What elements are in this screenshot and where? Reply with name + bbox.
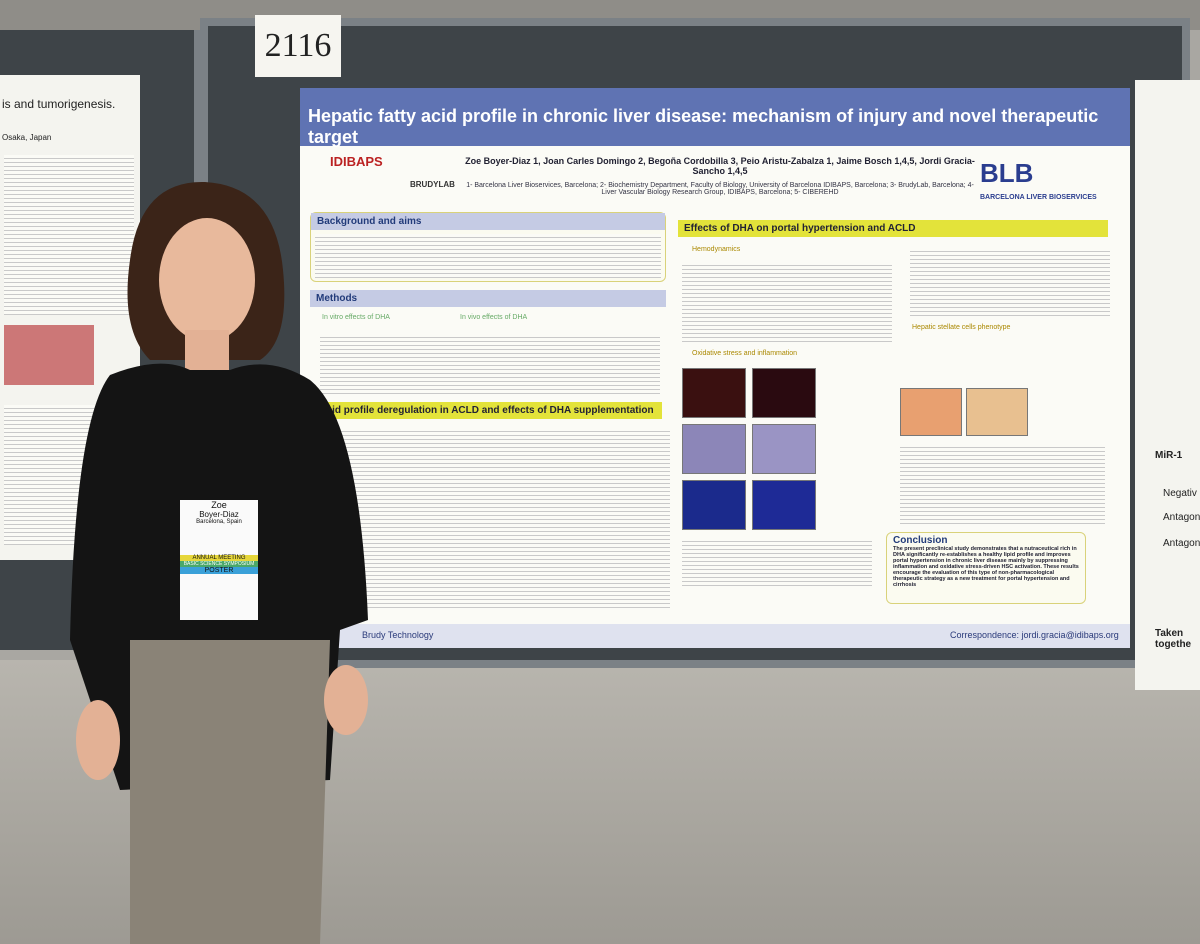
methods: Methods In vitro effects of DHA In vivo … bbox=[310, 290, 666, 394]
background-box: Background and aims bbox=[310, 212, 666, 282]
section-heading: Effects of DHA on portal hypertension an… bbox=[678, 220, 1108, 237]
micrograph bbox=[682, 424, 746, 474]
subheading: Oxidative stress and inflammation bbox=[692, 350, 798, 357]
correspondence: Correspondence: jordi.gracia@idibaps.org bbox=[950, 630, 1119, 640]
charts bbox=[900, 444, 1105, 524]
poster-affiliations: 1- Barcelona Liver Bioservices, Barcelon… bbox=[466, 182, 974, 196]
right-poster-text: Negativ bbox=[1163, 488, 1197, 499]
methods-diagram bbox=[320, 334, 660, 394]
board-number: 2116 bbox=[255, 15, 341, 77]
micrograph bbox=[900, 388, 962, 436]
micrograph bbox=[966, 388, 1028, 436]
hemodynamics-table bbox=[682, 262, 892, 342]
poster-title: Hepatic fatty acid profile in chronic li… bbox=[300, 88, 1130, 147]
poster: Hepatic fatty acid profile in chronic li… bbox=[300, 88, 1130, 648]
micrograph bbox=[752, 480, 816, 530]
section-text bbox=[315, 234, 661, 278]
micrograph bbox=[752, 424, 816, 474]
right-poster-text: Antagon bbox=[1163, 512, 1200, 523]
section-heading: Conclusion bbox=[893, 535, 948, 546]
tables bbox=[340, 428, 670, 608]
poster-authors: Zoe Boyer-Diaz 1, Joan Carles Domingo 2,… bbox=[465, 156, 975, 176]
trousers bbox=[130, 640, 330, 944]
badge-name: Zoe bbox=[211, 500, 227, 510]
right-poster-text: MiR-1 bbox=[1155, 450, 1183, 461]
right-poster-text: Taken togethe bbox=[1155, 628, 1192, 650]
right-poster: MiR-1 Negativ Antagon Antagon Taken toge… bbox=[1135, 80, 1200, 690]
charts bbox=[910, 248, 1110, 318]
section-heading: Methods bbox=[310, 290, 666, 307]
conclusion-text: The present preclinical study demonstrat… bbox=[893, 546, 1079, 588]
badge-surname: Boyer-Diaz bbox=[199, 510, 239, 519]
logo: BRUDYLAB bbox=[410, 180, 455, 189]
hand bbox=[76, 700, 120, 780]
footer-left: Brudy Technology bbox=[362, 630, 434, 640]
subheading: In vitro effects of DHA bbox=[322, 314, 390, 321]
logo: IDIBAPS bbox=[330, 154, 383, 169]
badge-ribbon: POSTER bbox=[180, 567, 258, 574]
charts bbox=[682, 538, 872, 588]
name-badge: Zoe Boyer-Diaz Barcelona, Spain ANNUAL M… bbox=[180, 500, 258, 620]
left-poster-image bbox=[4, 325, 94, 385]
right-poster-text: Antagon bbox=[1163, 538, 1200, 549]
section-heading: Background and aims bbox=[311, 213, 665, 230]
conclusion-box: Conclusion The present preclinical study… bbox=[886, 532, 1086, 604]
subheading: In vivo effects of DHA bbox=[460, 314, 528, 321]
badge-ribbon: ANNUAL MEETING bbox=[180, 555, 258, 561]
logo: BARCELONA LIVER BIOSERVICES bbox=[980, 194, 1097, 201]
left-poster-title: is and tumorigenesis. bbox=[2, 97, 116, 111]
subheading: Hemodynamics bbox=[692, 246, 741, 253]
micrograph bbox=[752, 368, 816, 418]
badge-city: Barcelona, Spain bbox=[196, 519, 242, 525]
section-heading: tty acid profile deregulation in ACLD an… bbox=[300, 402, 662, 419]
left-poster-location: Osaka, Japan bbox=[2, 133, 52, 142]
poster-footer: Brudy Technology Correspondence: jordi.g… bbox=[300, 624, 1130, 648]
hand bbox=[324, 665, 368, 735]
micrograph bbox=[682, 368, 746, 418]
left-poster-figures bbox=[4, 155, 134, 315]
badge-ribbon: BASIC SCIENCE SYMPOSIUM bbox=[180, 561, 258, 567]
logo: BLB bbox=[980, 158, 1034, 188]
face bbox=[159, 218, 255, 342]
subheading: Hepatic stellate cells phenotype bbox=[912, 324, 1011, 331]
micrograph bbox=[682, 480, 746, 530]
